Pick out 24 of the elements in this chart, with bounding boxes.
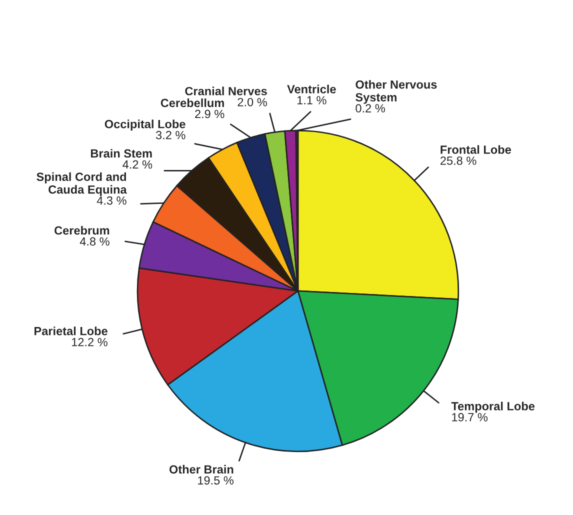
data-label: 1.1 %: [297, 96, 326, 104]
data-label: 12.2 %: [72, 338, 108, 346]
slice-label: Occipital Lobe: [104, 120, 186, 131]
slice-label: Other Brain: [169, 464, 234, 474]
data-label: 4.3 %: [96, 196, 126, 205]
data-label: 2.9 %: [195, 110, 224, 118]
data-label: 3.2 %: [156, 130, 186, 140]
slice-label: Cranial Nerves: [185, 86, 267, 96]
data-label: 0.2 %: [356, 104, 385, 112]
data-label: 2.0 %: [238, 98, 267, 106]
slice-label: Spinal Cord and Cauda Equina: [36, 172, 127, 196]
slice-label: Temporal Lobe: [451, 402, 535, 413]
slice-label: Cerebellum: [160, 98, 224, 108]
slice-label: Brain Stem: [90, 148, 152, 158]
legend-label: Parietal Lobe: [34, 326, 108, 336]
slice-label: Cerebrum: [54, 226, 110, 235]
slice-label: Frontal Lobe: [440, 145, 511, 154]
slice-label: Other Nervous System: [356, 80, 437, 104]
data-label: 4.8 %: [80, 237, 110, 246]
slice-label: Ventricle: [287, 84, 336, 94]
data-label: 25.8 %: [440, 156, 476, 165]
data-label: 19.5 %: [198, 476, 234, 485]
data-label: 19.7 %: [452, 413, 488, 422]
data-label: 4.2 %: [122, 160, 152, 169]
